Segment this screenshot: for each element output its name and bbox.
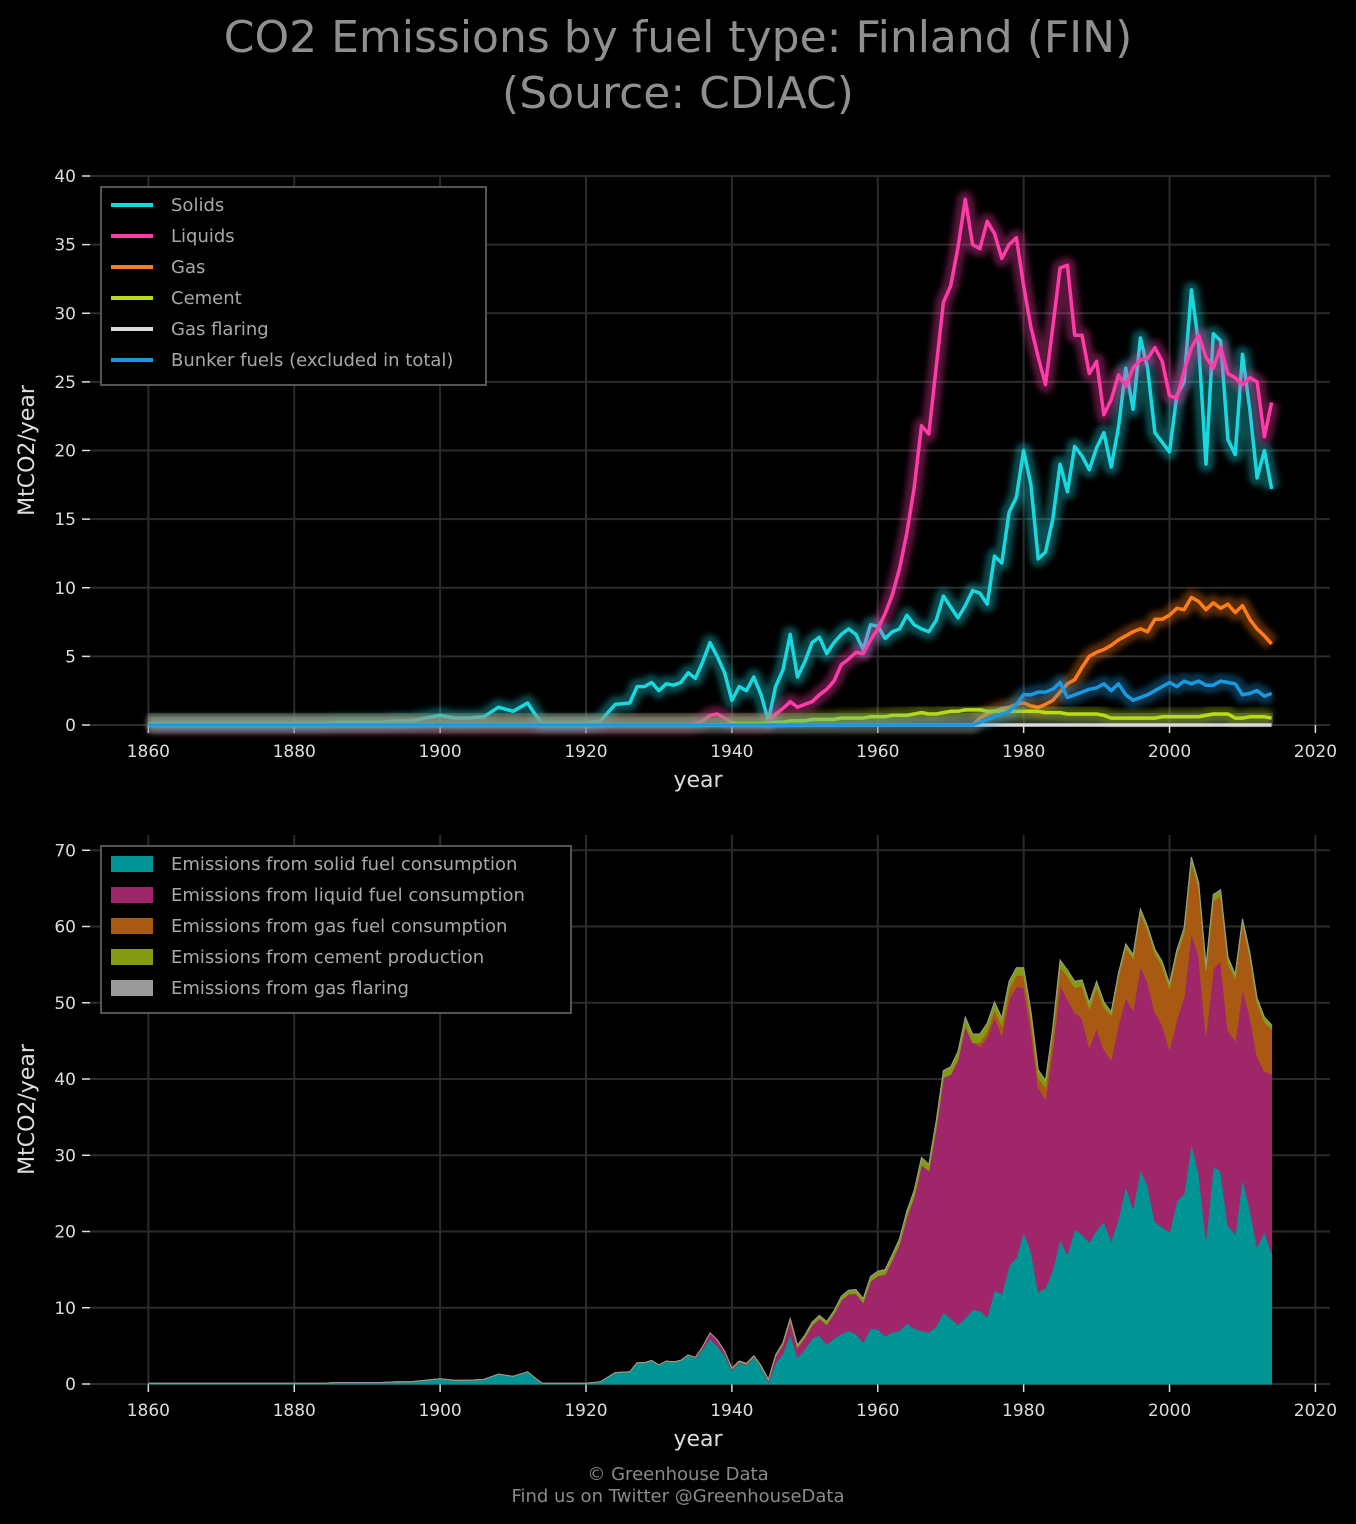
area-legend-swatch xyxy=(111,980,153,996)
line-xtick-label: 2020 xyxy=(1294,742,1337,762)
line-xtick-label: 1920 xyxy=(564,742,607,762)
area-xtick-label: 2020 xyxy=(1294,1401,1337,1421)
line-ylabel: MtCO2/year xyxy=(15,384,40,516)
line-ytick-label: 15 xyxy=(54,510,76,530)
area-xtick-label: 1980 xyxy=(1002,1401,1045,1421)
line-ytick-label: 5 xyxy=(65,647,76,667)
area-ytick-label: 20 xyxy=(54,1223,76,1243)
area-xtick-label: 1920 xyxy=(564,1401,607,1421)
area-legend-label: Emissions from solid fuel consumption xyxy=(171,854,517,875)
line-ytick-label: 35 xyxy=(54,236,76,256)
area-legend-label: Emissions from cement production xyxy=(171,947,484,968)
line-legend-box xyxy=(100,186,487,386)
area-legend-swatch xyxy=(111,918,153,934)
footer: © Greenhouse Data Find us on Twitter @Gr… xyxy=(0,1464,1356,1508)
area-legend-swatch xyxy=(111,887,153,903)
footer-copyright: © Greenhouse Data xyxy=(587,1464,769,1485)
area-ytick-label: 10 xyxy=(54,1299,76,1319)
area-ytick-label: 30 xyxy=(54,1146,76,1166)
area-legend-label: Emissions from liquid fuel consumption xyxy=(171,885,525,906)
area-ytick-label: 0 xyxy=(65,1375,76,1395)
area-ytick-label: 40 xyxy=(54,1070,76,1090)
footer-twitter: Find us on Twitter @GreenhouseData xyxy=(511,1486,845,1507)
area-xtick-label: 2000 xyxy=(1148,1401,1191,1421)
area-legend-swatch xyxy=(111,856,153,872)
line-xtick-label: 1980 xyxy=(1002,742,1045,762)
line-xtick-label: 1940 xyxy=(710,742,753,762)
area-xtick-label: 1860 xyxy=(127,1401,170,1421)
area-ytick-label: 70 xyxy=(54,841,76,861)
line-xtick-label: 1860 xyxy=(127,742,170,762)
chart-title: CO2 Emissions by fuel type: Finland (FIN… xyxy=(0,10,1356,122)
line-legend-label: Liquids xyxy=(171,226,235,247)
line-ytick-label: 30 xyxy=(54,304,76,324)
area-legend-label: Emissions from gas fuel consumption xyxy=(171,916,507,937)
area-legend-box xyxy=(100,845,572,1014)
line-legend-label: Cement xyxy=(171,288,242,309)
chart-title-line-1: CO2 Emissions by fuel type: Finland (FIN… xyxy=(223,12,1133,63)
area-xtick-label: 1880 xyxy=(273,1401,316,1421)
line-legend-label: Bunker fuels (excluded in total) xyxy=(171,350,453,371)
line-ytick-label: 25 xyxy=(54,373,76,393)
line-xtick-label: 1900 xyxy=(418,742,461,762)
line-chart-panel: 0 5 10 15 20 25 30 35 40 1860 1880 1900 1920 1940 1960… xyxy=(15,167,1337,793)
area-legend-swatch xyxy=(111,949,153,965)
area-xtick-label: 1960 xyxy=(856,1401,899,1421)
line-ytick-label: 10 xyxy=(54,579,76,599)
area-layer xyxy=(148,856,1272,1384)
area-xtick-label: 1940 xyxy=(710,1401,753,1421)
area-ylabel: MtCO2/year xyxy=(15,1043,40,1175)
area-ytick-label: 50 xyxy=(54,994,76,1014)
line-legend-label: Gas flaring xyxy=(171,319,269,340)
line-ytick-label: 20 xyxy=(54,442,76,462)
area-ytick-label: 60 xyxy=(54,918,76,938)
stacked-area-panel: 0 10 20 30 40 50 60 70 1860 1880 1900 1920 1940 1960 1… xyxy=(15,835,1337,1452)
area-xtick-label: 1900 xyxy=(418,1401,461,1421)
line-xtick-label: 1960 xyxy=(856,742,899,762)
series-line xyxy=(148,679,1273,727)
line-xtick-label: 1880 xyxy=(273,742,316,762)
line-xtick-label: 2000 xyxy=(1148,742,1191,762)
area-xlabel: year xyxy=(673,1427,723,1452)
line-xlabel: year xyxy=(673,768,723,793)
area-legend-label: Emissions from gas flaring xyxy=(171,978,409,999)
line-legend-label: Solids xyxy=(171,195,224,216)
line-legend-label: Gas xyxy=(171,257,205,278)
line-ytick-label: 0 xyxy=(65,716,76,736)
line-ytick-label: 40 xyxy=(54,167,76,187)
chart-title-line-2: (Source: CDIAC) xyxy=(502,68,854,119)
